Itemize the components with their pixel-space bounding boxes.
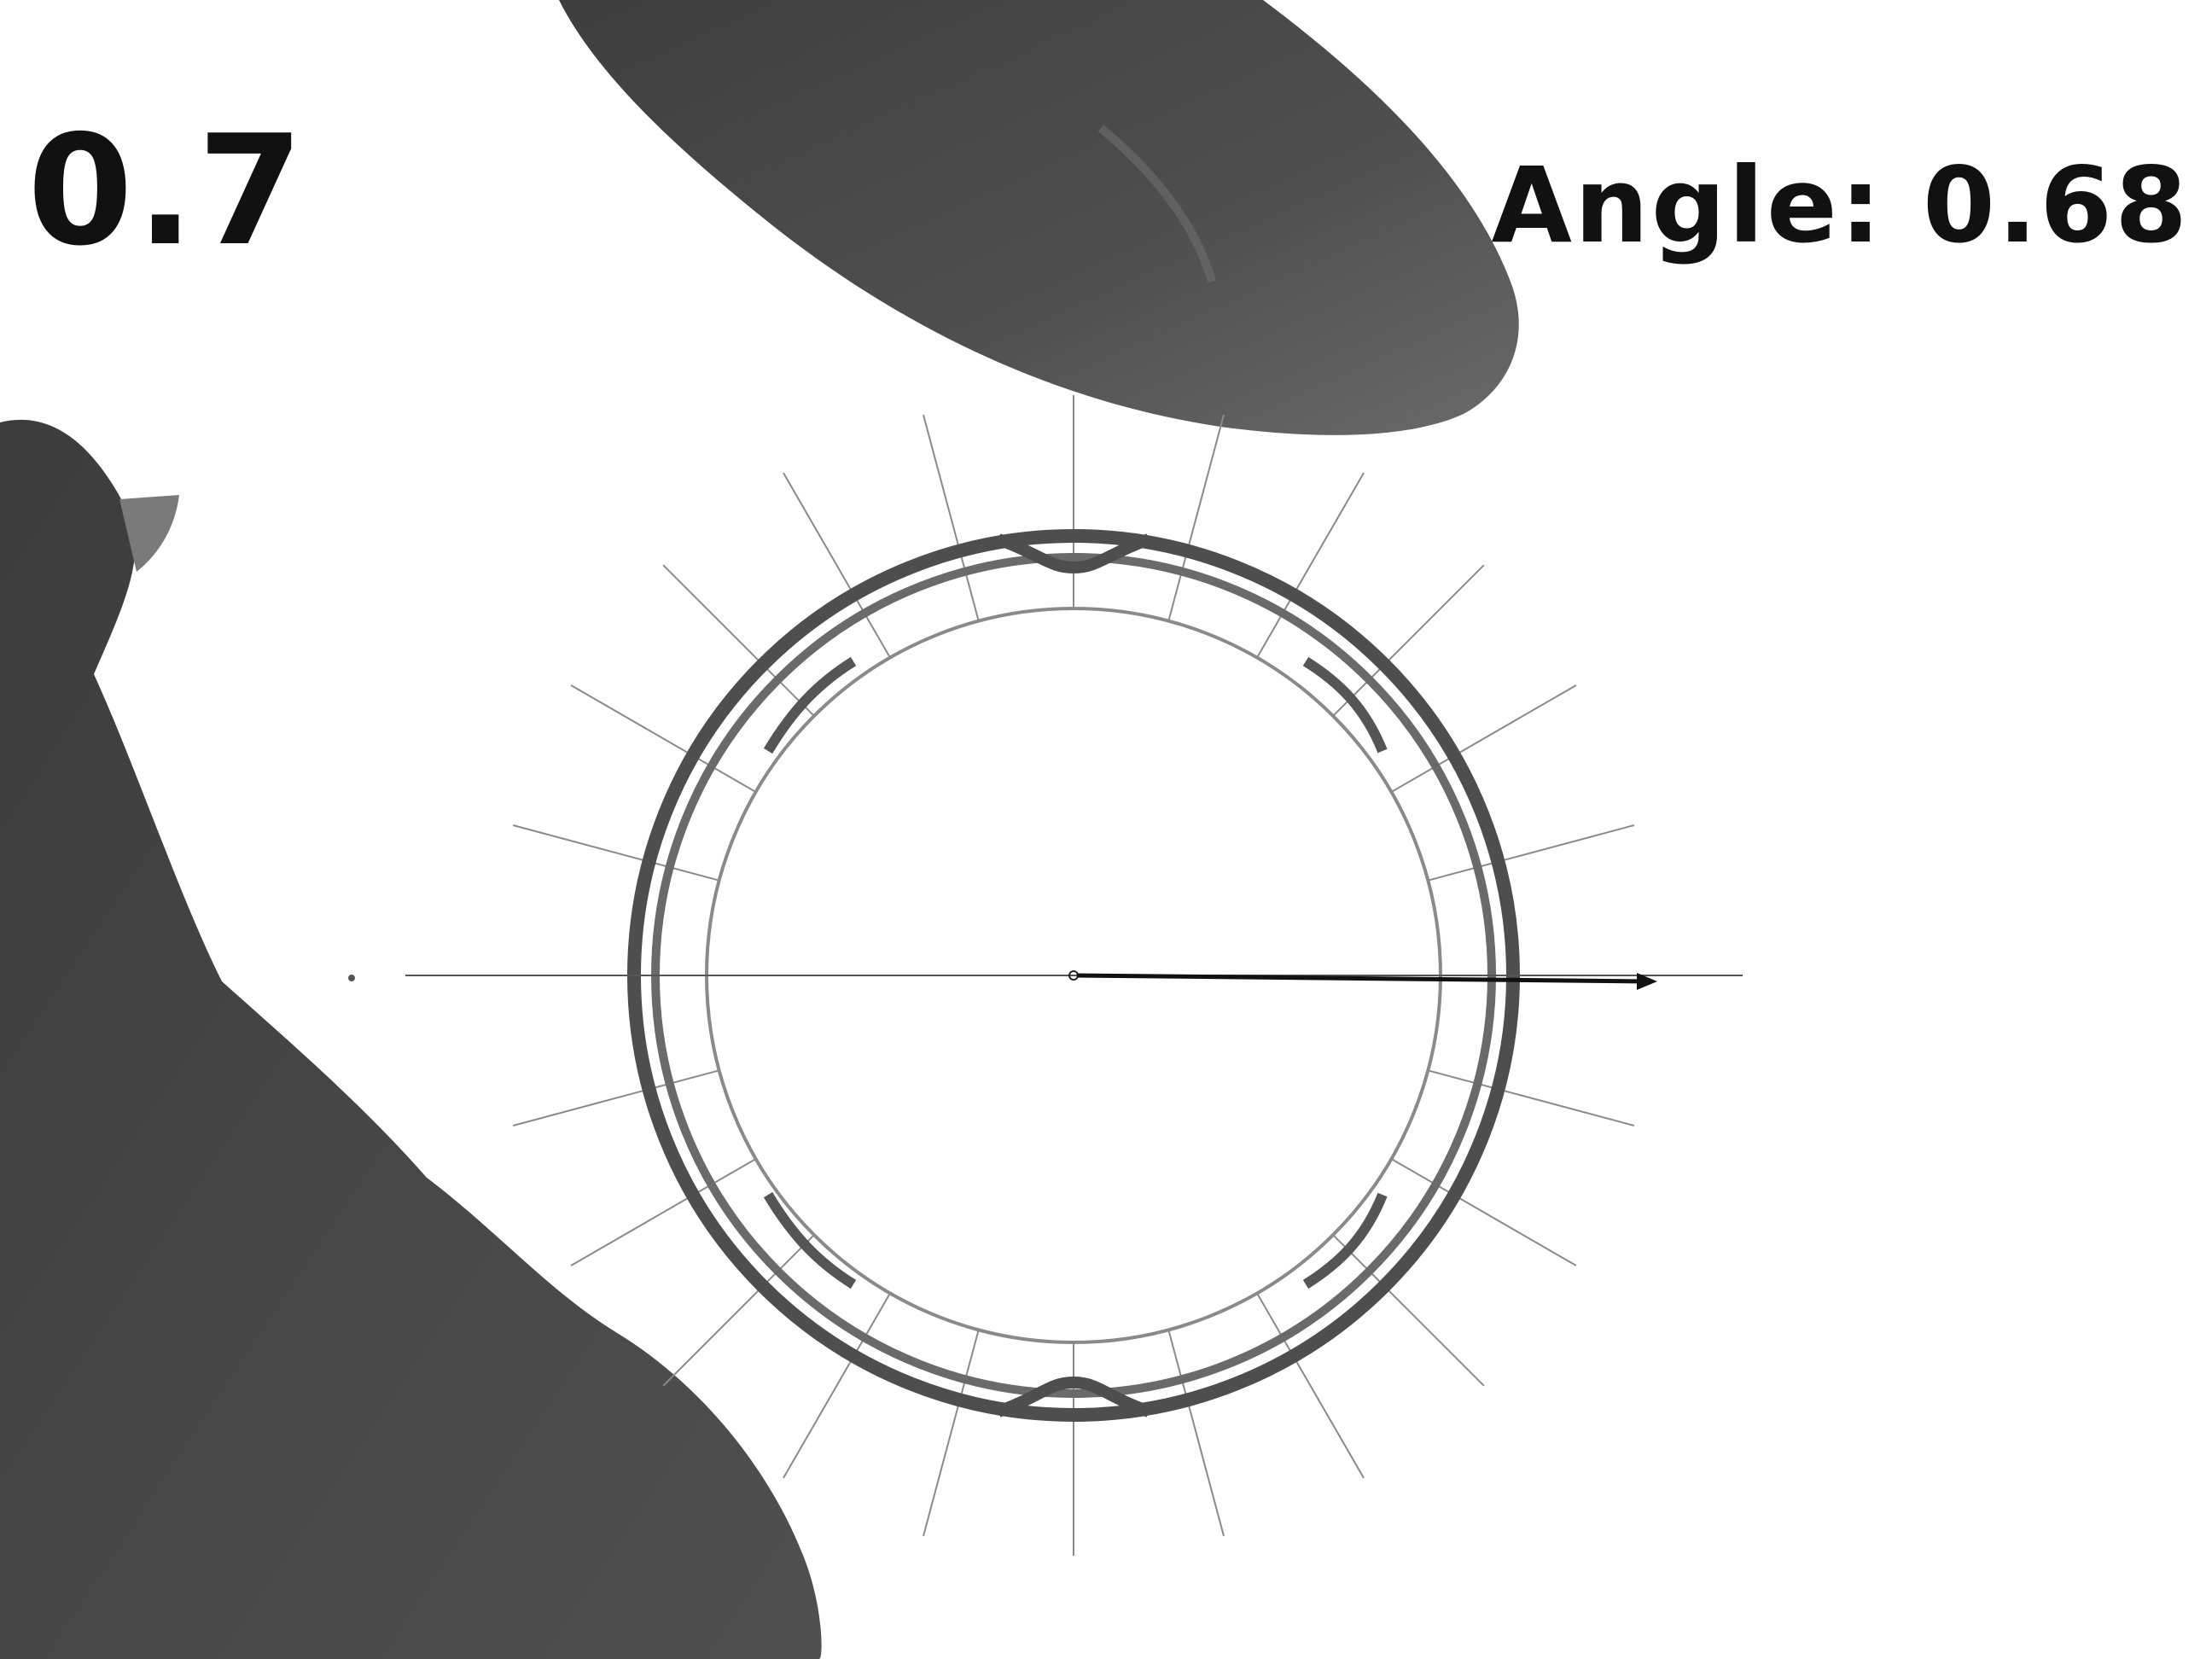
left-hand-silhouette [0,419,822,1659]
radial-guide-line [1428,1069,1635,1126]
angle-value: 0.68 [1922,145,2190,266]
radial-guide-line [923,1330,980,1537]
left-hand-thumb-tip [119,495,179,572]
angle-prefix: Angle: [1491,145,1884,266]
angle-readout: Angle: 0.68 [1492,154,2190,258]
radial-guide-line [662,564,815,717]
radial-guide-line [923,414,980,621]
radial-guide-line [570,684,757,793]
radial-guide-line [1256,472,1365,659]
radial-guides [512,395,1635,1556]
radial-guide-line [512,1069,719,1126]
radial-guide-line [1390,684,1577,793]
radial-guide-line [1256,1292,1365,1479]
fingernail-highlight [1097,125,1216,283]
radial-guide-line [1167,414,1225,621]
radial-guide-line [1332,1234,1485,1387]
radial-guide-line [1390,1158,1577,1266]
top-finger-silhouette [559,0,1519,435]
angle-arrow-shaft [1076,973,1648,984]
dust-speck [348,975,355,981]
radial-guide-line [1332,564,1485,717]
radial-guide-line [570,1158,757,1266]
angle-arrow-head [1637,973,1657,990]
radial-guide-line [662,1234,815,1387]
radial-guide-line [1167,1330,1225,1537]
ring-bottom-notch [996,1376,1151,1417]
measurement-value-label: 0.7 [27,102,307,279]
radial-guide-line [783,472,891,659]
radial-guide-line [783,1292,891,1479]
radial-guide-line [1428,824,1635,882]
ring-top-notch [996,533,1151,574]
radial-guide-line [512,824,719,882]
ring-contact-marks [763,656,1388,1289]
